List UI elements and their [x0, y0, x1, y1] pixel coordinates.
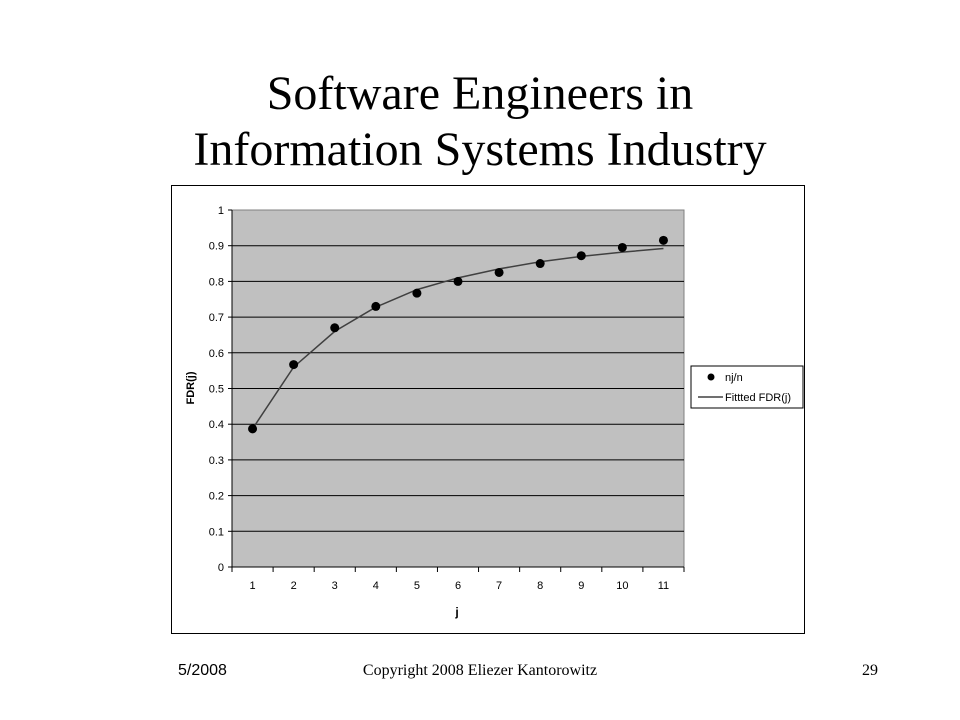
x-tick-label: 9: [578, 580, 584, 592]
footer-copyright: Copyright 2008 Eliezer Kantorowitz: [362, 662, 598, 679]
x-tick-label: 5: [414, 580, 420, 592]
footer-date: 5/2008: [178, 662, 227, 679]
chart-svg: 00.10.20.30.40.50.60.70.80.911 2 3 4 5 6 7 8 9 10…: [185, 205, 804, 619]
x-tick-label: 10: [616, 580, 628, 592]
data-point: [248, 424, 258, 434]
x-tick-label: 2: [291, 580, 297, 592]
data-point: [535, 259, 545, 269]
x-tick-label: 11: [658, 580, 669, 592]
data-point: [658, 235, 668, 245]
tick-labels: 00.10.20.30.40.50.60.70.80.911 2 3 4 5 6 7 8 9 10…: [209, 205, 669, 592]
y-tick-label: 0.9: [209, 241, 224, 253]
x-tick-label: 6: [455, 580, 461, 592]
y-tick-label: 0.6: [209, 348, 224, 360]
x-tick-label: 3: [332, 580, 338, 592]
y-tick-label: 0.2: [209, 491, 224, 503]
chart-area: 0 0.1 0.2 0.3 0.4 0.5 0.6 0.7 0.8 0.9 1 1 2 3 4 5 6 7 8 9 10…: [171, 185, 805, 634]
y-tick-label: 0: [218, 562, 224, 574]
x-tick-label: 4: [373, 580, 379, 592]
y-tick-label: 0.3: [209, 455, 224, 467]
y-tick-label: 1: [218, 205, 224, 217]
y-tick-label: 0.4: [209, 419, 224, 431]
data-point: [330, 323, 340, 333]
y-tick-label: 0.7: [209, 312, 224, 324]
y-tick-label: 0.5: [209, 384, 224, 396]
legend-label-series-1: nj/n: [725, 372, 743, 384]
data-point: [412, 288, 422, 298]
legend-label-series-2: Fittted FDR(j): [725, 392, 791, 404]
x-tick-label: 7: [496, 580, 502, 592]
marker-series: [248, 235, 668, 434]
page-number: 29: [862, 662, 878, 679]
axes: [228, 209, 685, 572]
data-point: [576, 251, 586, 261]
y-tick-label: 0.8: [209, 276, 224, 288]
data-point: [617, 242, 627, 252]
slide-title-line-1: Software Engineers in: [266, 67, 694, 120]
slide-title-line-2: Information Systems Industry: [193, 123, 767, 176]
legend-box: [690, 365, 804, 409]
x-tick-label: 1: [249, 580, 255, 592]
legend: nj/n Fittted FDR(j): [690, 365, 804, 409]
slide-title: Software Engineers in Information System…: [0, 66, 960, 178]
y-tick-label: 0.1: [209, 526, 224, 538]
legend-marker-icon: [707, 373, 715, 381]
gridlines: [232, 245, 684, 532]
data-point: [371, 301, 381, 311]
data-point: [494, 267, 504, 277]
y-axis-label: FDR(j): [185, 371, 197, 404]
data-point: [453, 276, 463, 286]
x-axis-label: j: [454, 605, 458, 619]
x-tick-label: 8: [537, 580, 543, 592]
data-point: [289, 360, 299, 370]
